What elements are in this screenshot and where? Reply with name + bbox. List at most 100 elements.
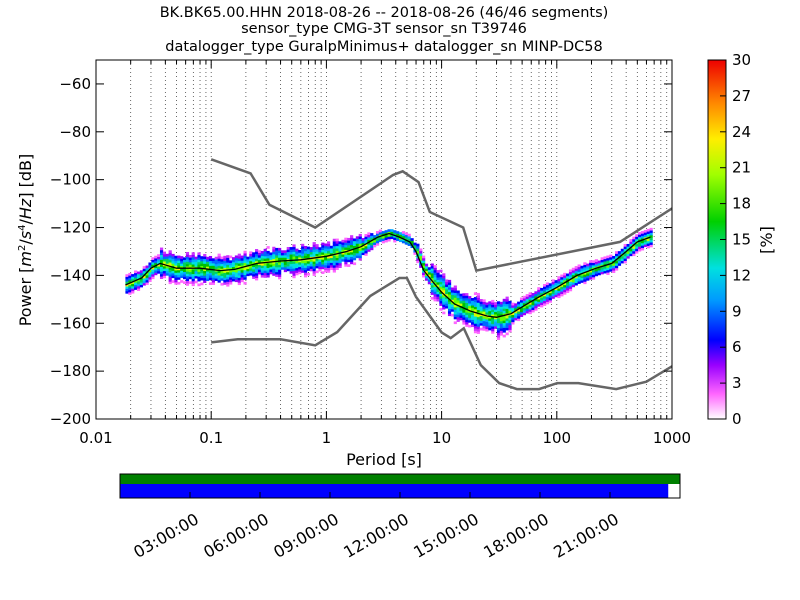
histogram-cell [594,273,599,277]
histogram-cell [145,265,149,269]
histogram-cell [471,302,475,306]
histogram-cell [465,300,469,303]
histogram-cell [566,285,570,289]
histogram-cell [534,293,538,297]
histogram-cell [396,233,400,237]
x-tick-label: 1000 [653,429,691,447]
histogram-cell [295,255,299,259]
histogram-cell [554,292,558,295]
histogram-cell [635,243,639,247]
histogram-cell [522,298,527,301]
histogram-cell [318,247,322,250]
histogram-cell [162,258,167,262]
histogram-cell [252,276,256,279]
histogram-cell [551,293,555,297]
histogram-cell [208,255,213,259]
histogram-cell [508,315,512,318]
histogram-cell [488,306,492,309]
histogram-cell [266,267,270,271]
histogram-cell [456,290,460,294]
histogram-cell [491,321,495,325]
histogram-cell [476,326,480,330]
histogram-cell [548,288,552,291]
histogram-cell [511,307,515,311]
histogram-cell [255,265,259,269]
histogram-cell [554,280,558,283]
histogram-cell [445,305,449,309]
histogram-cell [171,258,175,262]
histogram-cell [355,248,359,251]
histogram-cell [560,276,564,280]
histogram-cell [399,232,403,235]
histogram-cell [139,272,143,276]
histogram-cell [211,279,215,283]
histogram-cell [571,267,575,271]
histogram-cell [263,256,267,259]
histogram-cell [447,299,452,302]
histogram-cell [168,250,172,253]
histogram-cell [355,238,359,242]
histogram-cell [332,243,336,247]
histogram-cell [494,323,498,327]
histogram-cell [185,280,190,284]
histogram-cell [180,272,184,276]
histogram-cell [352,245,357,249]
histogram-cell [321,266,325,270]
histogram-cell [125,288,129,292]
histogram-cell [534,308,538,311]
histogram-cell [557,278,561,282]
histogram-cell [419,250,423,254]
histogram-cell [327,255,331,259]
histogram-cell [436,289,440,292]
histogram-cell [586,275,590,279]
histogram-cell [623,255,627,259]
histogram-cell [534,303,538,306]
histogram-cell [183,264,187,268]
histogram-cell [185,256,190,260]
histogram-cell [378,236,383,240]
histogram-cell [188,254,192,258]
histogram-cell [246,273,250,277]
histogram-cell [197,273,201,277]
histogram-cell [240,262,244,266]
histogram-cell [505,301,509,305]
histogram-cell [220,275,224,279]
histogram-cell [301,248,305,252]
histogram-cell [430,273,434,276]
histogram-cell [442,299,446,303]
histogram-cell [128,289,132,293]
histogram-cell [453,292,457,296]
histogram-cell [551,284,555,287]
histogram-cell [548,283,552,286]
histogram-cell [638,244,642,247]
histogram-cell [214,259,218,262]
histogram-cell [255,263,259,267]
histogram-cell [327,250,331,254]
histogram-cell [136,276,141,280]
histogram-cell [606,269,610,273]
histogram-cell [623,248,627,252]
histogram-cell [174,282,178,285]
histogram-cell [445,284,449,287]
histogram-cell [594,268,599,272]
histogram-cell [649,239,653,243]
histogram-cell [450,304,455,307]
histogram-cell [344,252,348,255]
histogram-cell [436,274,440,278]
histogram-cell [298,261,302,265]
histogram-cell [531,307,535,311]
histogram-cell [231,266,236,270]
histogram-cell [341,256,345,260]
histogram-cell [298,259,302,263]
histogram-cell [260,260,264,264]
histogram-cell [545,296,550,300]
histogram-cell [462,295,466,299]
histogram-cell [563,282,567,286]
histogram-cell [289,270,293,274]
histogram-cell [447,308,452,312]
histogram-cell [606,265,610,268]
histogram-cell [350,244,354,248]
histogram-cell [517,318,521,322]
histogram-cell [329,262,334,266]
histogram-cell [453,311,457,315]
